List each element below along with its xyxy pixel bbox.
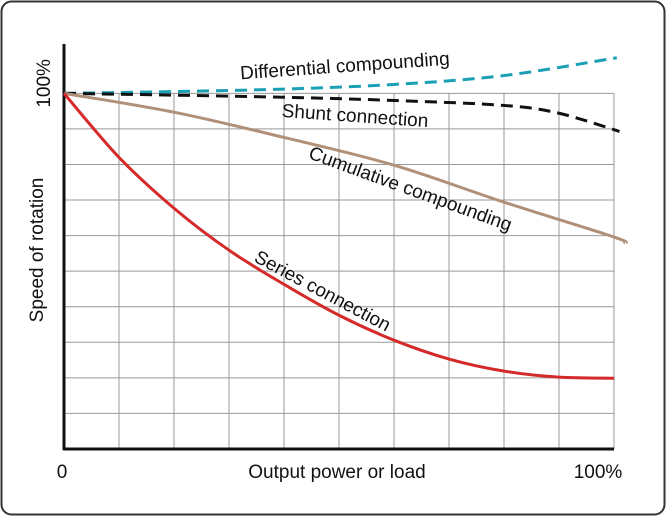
y-axis-title: Speed of rotation [27, 178, 48, 323]
line [62, 92, 615, 380]
x-axis-title: Output power or load [248, 462, 425, 483]
line [63, 91, 628, 245]
x-tick-label: 100% [574, 462, 623, 483]
line [63, 56, 617, 95]
x-tick-label: 0 [57, 462, 68, 483]
line [63, 91, 620, 133]
y-tick-label: 100% [34, 59, 55, 108]
